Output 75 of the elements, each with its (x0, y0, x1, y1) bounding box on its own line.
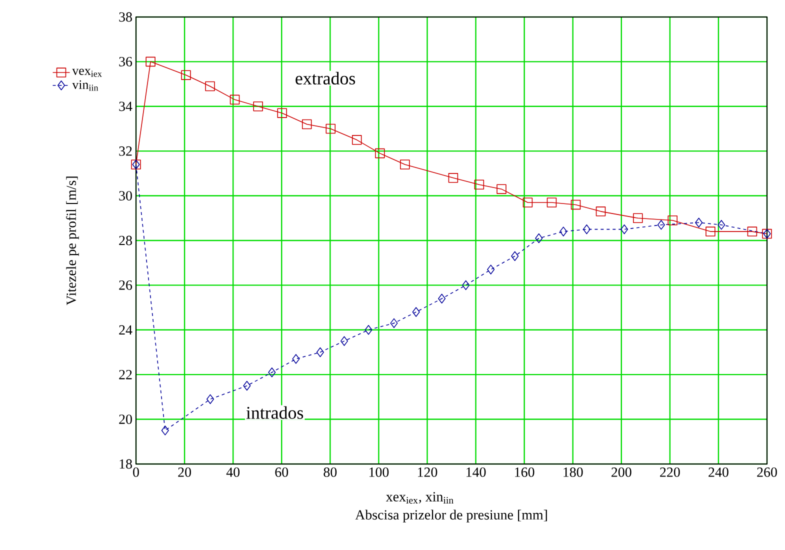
point (390, 318, 398, 328)
point (487, 264, 495, 274)
point (596, 206, 606, 216)
annotation: intrados (246, 406, 304, 419)
point (375, 148, 385, 158)
x-tick-label: 40 (226, 468, 240, 477)
point (181, 70, 191, 80)
legend-label: vin$_{iin}$ (72, 80, 98, 91)
point (511, 251, 519, 262)
y-tick-label: 32 (119, 146, 132, 156)
point (448, 173, 458, 183)
annotation: extrados (296, 72, 356, 85)
y-tick-label: 30 (119, 191, 132, 200)
point (535, 233, 543, 244)
point (474, 180, 484, 190)
point (253, 102, 263, 112)
point (302, 119, 312, 130)
point (718, 220, 726, 230)
point (462, 280, 470, 290)
point (316, 347, 324, 358)
x-tick-label: 240 (708, 468, 728, 477)
y-axis-title: Vitezele pe profil [m/s] (66, 176, 79, 306)
point (546, 198, 557, 208)
x-tick-label: 140 (466, 468, 486, 477)
point (522, 198, 533, 208)
x-tick-label: 260 (757, 468, 777, 477)
x-tick-label: 200 (612, 468, 632, 477)
y-tick-label: 18 (120, 459, 132, 469)
point (230, 94, 240, 105)
point (438, 294, 446, 304)
point (560, 226, 568, 236)
x-tick-label: 0 (133, 468, 139, 477)
point (657, 220, 665, 230)
y-tick-label: 28 (119, 236, 132, 246)
x-tick-label: 100 (369, 468, 389, 477)
point (570, 200, 581, 210)
x-tick-label: 20 (178, 468, 191, 477)
x-tick-label: 60 (275, 468, 288, 477)
x-axis-title: Abscisa prizelor de presiune [mm] (355, 510, 547, 522)
point (206, 394, 214, 404)
point (277, 108, 287, 118)
point (412, 307, 420, 317)
point (326, 124, 336, 134)
y-tick-label: 22 (119, 370, 132, 380)
y-tick-label: 38 (119, 12, 132, 22)
x-tick-label: 220 (660, 468, 680, 477)
point (695, 218, 703, 228)
x-tick-label: 120 (418, 468, 438, 477)
point (352, 135, 362, 145)
point (633, 213, 643, 224)
point (364, 325, 372, 335)
y-tick-label: 20 (119, 414, 132, 424)
x-tick-label: 180 (564, 468, 583, 477)
point (582, 224, 590, 234)
x-tick-label: 160 (515, 468, 534, 477)
point (161, 426, 169, 436)
y-tick-label: 24 (119, 325, 132, 334)
point (268, 367, 276, 378)
y-tick-label: 36 (119, 57, 132, 66)
text: xex$_{iex}$, xin$_{iin}$ (386, 492, 454, 504)
y-tick-label: 34 (119, 102, 132, 112)
point (668, 215, 678, 226)
point (292, 354, 300, 364)
point (340, 336, 348, 346)
x-tick-label: 80 (324, 468, 337, 477)
point (205, 81, 215, 92)
point (706, 226, 716, 236)
y-tick-label: 26 (119, 280, 132, 290)
point (243, 380, 251, 391)
legend-label: vex$_{iex}$ (72, 68, 102, 77)
point (400, 160, 410, 170)
point (146, 56, 156, 67)
point (496, 184, 506, 194)
point (620, 224, 628, 234)
point (747, 226, 758, 236)
